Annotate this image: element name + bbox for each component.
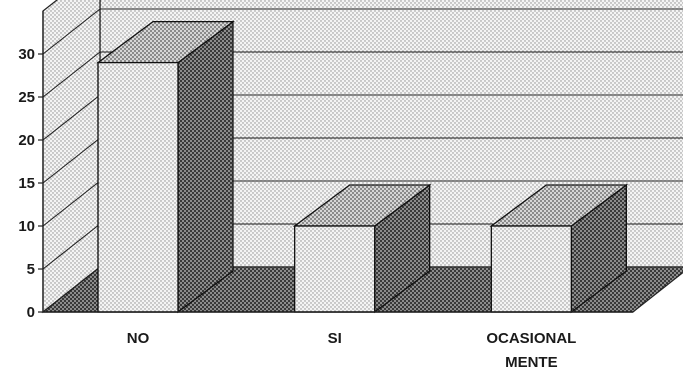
y-tick-label: 20 xyxy=(18,132,35,149)
bar-front xyxy=(490,225,572,313)
x-tick-label: MENTE xyxy=(505,354,558,371)
bar xyxy=(489,183,629,314)
x-tick-label: NO xyxy=(127,330,150,347)
y-tick-label: 0 xyxy=(27,304,35,321)
bar-front xyxy=(294,225,376,313)
bar-front xyxy=(97,61,179,313)
y-axis: 0 5 10 15 20 25 30 xyxy=(18,11,44,321)
bar-side xyxy=(177,20,234,314)
y-tick-label: 10 xyxy=(18,218,35,235)
bars xyxy=(96,20,629,314)
bar xyxy=(96,20,235,314)
x-tick-label: SI xyxy=(328,330,342,347)
y-tick-label: 25 xyxy=(18,89,35,106)
gridline xyxy=(42,8,683,55)
y-tick-label: 5 xyxy=(27,261,35,278)
x-tick-label: OCASIONAL xyxy=(486,330,576,347)
x-axis: NO SI OCASIONAL MENTE xyxy=(43,311,633,371)
gridline xyxy=(42,51,683,98)
y-tick-label: 30 xyxy=(18,46,35,63)
bar xyxy=(292,183,432,314)
y-tick-label: 15 xyxy=(18,175,35,192)
